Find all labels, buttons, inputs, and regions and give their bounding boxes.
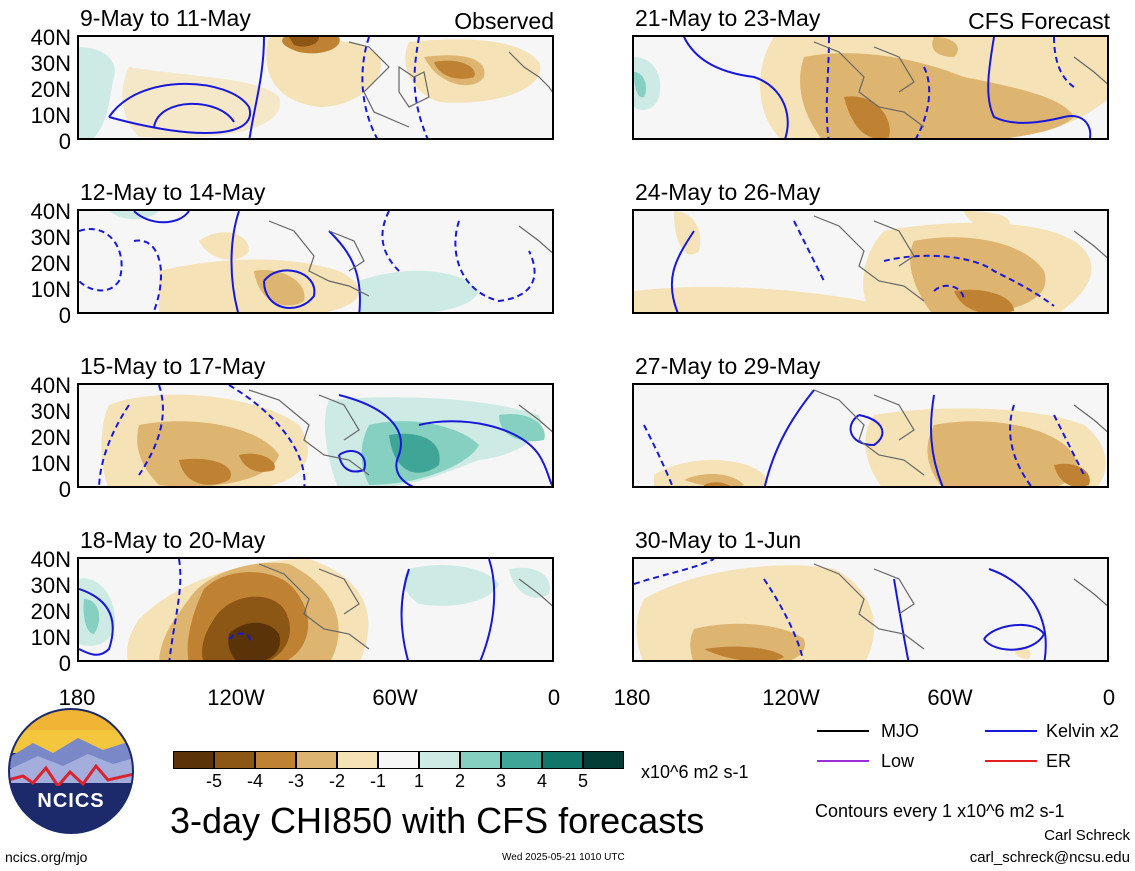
y-tick-label: 30N xyxy=(30,225,71,250)
map-panel xyxy=(77,209,554,314)
logo-text: NCICS xyxy=(37,790,105,812)
colorbar-bin xyxy=(255,751,296,769)
y-tick-label: 20N xyxy=(30,425,71,450)
colorbar-label: 4 xyxy=(536,771,548,791)
y-tick-label: 40N xyxy=(30,25,71,50)
panel-title: 27-May to 29-May xyxy=(635,353,821,379)
contour-note: Contours every 1 x10^6 m2 s-1 xyxy=(815,801,1065,821)
email[interactable]: carl_schreck@ncsu.edu xyxy=(969,849,1130,866)
kelvin-legend-line xyxy=(985,730,1037,732)
x-tick-label: 180 xyxy=(613,685,651,710)
panel-title: 9-May to 11-May xyxy=(80,5,251,31)
map-field xyxy=(643,389,1107,486)
map-field xyxy=(79,37,552,138)
map-field xyxy=(79,559,552,660)
colorbar-label: -2 xyxy=(328,771,346,791)
colorbar-bin xyxy=(337,751,378,769)
y-tick-label: 40N xyxy=(30,373,71,398)
low-legend-line xyxy=(817,760,869,762)
map-field xyxy=(634,37,1107,138)
colorbar-label: -1 xyxy=(369,771,387,791)
x-tick-label: 60W xyxy=(372,685,418,710)
y-tick-label: 30N xyxy=(30,399,71,424)
map-panel xyxy=(77,557,554,662)
map-field xyxy=(79,211,552,312)
panel-title: 15-May to 17-May xyxy=(80,353,266,379)
map-panel xyxy=(632,557,1109,662)
colorbar-bin xyxy=(419,751,460,769)
x-tick-label: 0 xyxy=(1102,685,1116,710)
panel-title: 21-May to 23-May xyxy=(635,5,821,31)
colorbar-bin xyxy=(583,751,624,769)
y-tick-label: 10N xyxy=(30,625,71,650)
y-tick-label: 10N xyxy=(30,277,71,302)
y-tick-label: 0 xyxy=(58,129,71,154)
x-tick-label: 120W xyxy=(207,685,265,710)
y-tick-label: 10N xyxy=(30,103,71,128)
panel-title: 30-May to 1-Jun xyxy=(635,527,802,553)
colorbar-bin xyxy=(501,751,542,769)
map-panel xyxy=(77,35,554,140)
ncics-logo[interactable]: NCICS xyxy=(8,708,134,834)
y-tick-label: 40N xyxy=(30,199,71,224)
colorbar-bin xyxy=(173,751,214,769)
panel-title: 12-May to 14-May xyxy=(80,179,266,205)
main-title: 3-day CHI850 with CFS forecasts xyxy=(170,800,705,841)
website[interactable]: ncics.org/mjo xyxy=(5,849,88,865)
map-field xyxy=(634,559,1107,660)
y-tick-label: 30N xyxy=(30,51,71,76)
y-tick-label: 0 xyxy=(58,303,71,328)
y-tick-label: 30N xyxy=(30,573,71,598)
colorbar-label: 5 xyxy=(577,771,589,791)
map-panel xyxy=(632,383,1109,488)
colorbar-label: 3 xyxy=(495,771,507,791)
panel-title: 24-May to 26-May xyxy=(635,179,821,205)
map-field xyxy=(634,211,1107,312)
map-field xyxy=(98,385,552,486)
x-tick-label: 120W xyxy=(762,685,820,710)
panel-tag: Observed xyxy=(454,8,554,34)
y-tick-label: 20N xyxy=(30,599,71,624)
y-tick-label: 0 xyxy=(58,477,71,502)
colorbar-bin xyxy=(542,751,583,769)
y-tick-label: 20N xyxy=(30,77,71,102)
colorbar-bin xyxy=(296,751,337,769)
colorbar-bin xyxy=(460,751,501,769)
colorbar-units: x10^6 m2 s-1 xyxy=(641,762,749,782)
colorbar-label: -3 xyxy=(287,771,305,791)
colorbar-label: -4 xyxy=(246,771,264,791)
colorbar-label: 2 xyxy=(454,771,466,791)
map-panel xyxy=(632,209,1109,314)
mjo-legend-line xyxy=(817,730,869,732)
er-legend-line xyxy=(985,760,1037,762)
author: Carl Schreck xyxy=(1044,827,1130,844)
legend-label: MJO xyxy=(881,721,919,741)
y-tick-label: 0 xyxy=(58,651,71,676)
legend-label: Low xyxy=(881,751,915,771)
y-tick-label: 20N xyxy=(30,251,71,276)
map-panel xyxy=(77,383,554,488)
y-tick-label: 40N xyxy=(30,547,71,572)
y-tick-label: 10N xyxy=(30,451,71,476)
map-panel xyxy=(632,35,1109,140)
x-tick-label: 0 xyxy=(547,685,561,710)
panel-title: 18-May to 20-May xyxy=(80,527,266,553)
colorbar-bin xyxy=(378,751,419,769)
x-tick-label: 60W xyxy=(927,685,973,710)
colorbar-label: 1 xyxy=(413,771,425,791)
legend-label: ER xyxy=(1046,751,1072,771)
panel-tag: CFS Forecast xyxy=(968,8,1110,34)
legend-label: Kelvin x2 xyxy=(1046,721,1120,741)
timestamp: Wed 2025-05-21 1010 UTC xyxy=(502,852,625,863)
colorbar-bin xyxy=(214,751,255,769)
x-tick-label: 180 xyxy=(58,685,96,710)
colorbar-label: -5 xyxy=(205,771,223,791)
